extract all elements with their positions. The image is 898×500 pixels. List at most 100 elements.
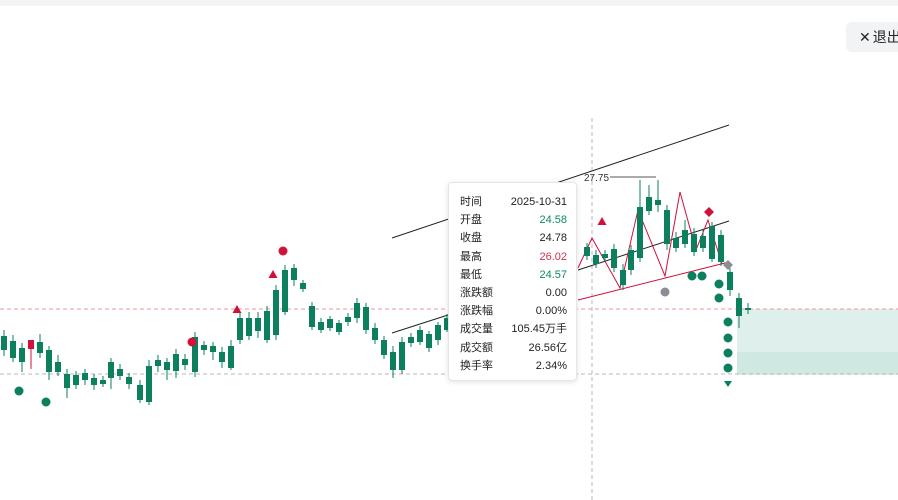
signal-marker xyxy=(660,287,670,297)
tooltip-value: 2.34% xyxy=(535,359,567,372)
candle[interactable] xyxy=(327,316,333,331)
candle[interactable] xyxy=(637,180,643,262)
candle[interactable] xyxy=(64,369,70,398)
tooltip-row: 涨跌幅 0.00% xyxy=(460,302,567,320)
candle[interactable] xyxy=(682,220,688,248)
candle[interactable] xyxy=(381,336,387,359)
data-tooltip: 时间 2025-10-31 开盘 24.58 收盘 24.78 最高 26.02 最低 24.57… xyxy=(448,182,577,381)
candle[interactable] xyxy=(390,346,396,378)
candle[interactable] xyxy=(363,303,369,334)
candle[interactable] xyxy=(182,354,188,370)
candle[interactable] xyxy=(146,360,152,405)
tooltip-value: 24.57 xyxy=(539,268,567,281)
candle[interactable] xyxy=(584,243,590,260)
candle[interactable] xyxy=(210,342,216,360)
candle[interactable] xyxy=(444,314,450,332)
candle[interactable] xyxy=(620,264,626,290)
signal-marker xyxy=(714,293,724,303)
candle[interactable] xyxy=(28,340,34,369)
candle[interactable] xyxy=(372,323,378,344)
tooltip-value: 26.56亿 xyxy=(528,341,567,354)
tooltip-value: 24.58 xyxy=(539,214,567,227)
candle[interactable] xyxy=(37,334,43,358)
tooltip-row: 开盘 24.58 xyxy=(460,211,567,229)
candle[interactable] xyxy=(611,244,617,272)
candle[interactable] xyxy=(691,228,697,256)
tooltip-row: 成交额 26.56亿 xyxy=(460,339,567,357)
candle[interactable] xyxy=(318,318,324,333)
candle[interactable] xyxy=(228,340,234,370)
candle[interactable] xyxy=(408,333,414,347)
candle[interactable] xyxy=(718,230,724,266)
candle[interactable] xyxy=(55,355,61,376)
candle[interactable] xyxy=(345,313,351,326)
signal-marker xyxy=(232,305,242,313)
candle[interactable] xyxy=(246,312,252,340)
tooltip-label: 换手率 xyxy=(460,359,493,372)
candle[interactable] xyxy=(673,232,679,252)
candle[interactable] xyxy=(164,358,170,380)
candle[interactable] xyxy=(255,312,261,338)
signal-marker xyxy=(704,207,714,217)
signal-marker xyxy=(723,317,733,327)
signal-marker xyxy=(41,397,51,407)
tooltip-label: 涨跌幅 xyxy=(460,305,493,318)
candle[interactable] xyxy=(664,205,670,250)
candle[interactable] xyxy=(354,298,360,323)
candle[interactable] xyxy=(46,346,52,380)
signal-marker xyxy=(14,386,24,396)
candle[interactable] xyxy=(91,374,97,390)
candle[interactable] xyxy=(745,303,751,314)
candle[interactable] xyxy=(602,250,608,262)
signal-marker xyxy=(597,217,607,225)
candle[interactable] xyxy=(273,285,279,340)
candle[interactable] xyxy=(709,222,715,262)
candle[interactable] xyxy=(655,180,661,212)
candle[interactable] xyxy=(300,280,306,292)
candle[interactable] xyxy=(291,264,297,286)
candle[interactable] xyxy=(309,302,315,330)
tooltip-row: 换手率 2.34% xyxy=(460,357,567,375)
candle[interactable] xyxy=(700,230,706,252)
candle[interactable] xyxy=(219,347,225,368)
candle[interactable] xyxy=(201,341,207,355)
candle[interactable] xyxy=(100,376,106,387)
exit-label: 退出 xyxy=(872,29,898,45)
candle[interactable] xyxy=(137,380,143,403)
signal-marker xyxy=(714,279,724,289)
candle[interactable] xyxy=(628,245,634,275)
candle[interactable] xyxy=(1,330,7,356)
candle[interactable] xyxy=(19,343,25,372)
candle[interactable] xyxy=(126,373,132,389)
signal-marker xyxy=(187,337,197,347)
candle[interactable] xyxy=(10,335,16,362)
candle[interactable] xyxy=(736,293,742,328)
signal-marker xyxy=(723,333,733,343)
tooltip-row: 收盘 24.78 xyxy=(460,229,567,247)
signal-marker xyxy=(278,246,288,256)
candle[interactable] xyxy=(264,306,270,343)
candle[interactable] xyxy=(282,265,288,315)
candle[interactable] xyxy=(117,364,123,380)
candle[interactable] xyxy=(435,322,441,345)
tooltip-row: 最低 24.57 xyxy=(460,266,567,284)
candle[interactable] xyxy=(417,326,423,345)
tooltip-value: 2025-10-31 xyxy=(510,196,567,208)
tooltip-label: 收盘 xyxy=(460,232,482,245)
candle[interactable] xyxy=(82,369,88,385)
candle[interactable] xyxy=(593,250,599,268)
tooltip-label: 开盘 xyxy=(460,214,482,227)
candle[interactable] xyxy=(108,358,114,389)
candle[interactable] xyxy=(727,268,733,296)
candle[interactable] xyxy=(155,355,161,372)
candle[interactable] xyxy=(73,371,79,389)
candle[interactable] xyxy=(426,331,432,352)
candle[interactable] xyxy=(237,313,243,344)
candle[interactable] xyxy=(646,185,652,215)
exit-button[interactable]: ✕ 退出 xyxy=(846,22,898,52)
candle[interactable] xyxy=(336,320,342,335)
signal-marker xyxy=(724,381,732,387)
candle[interactable] xyxy=(399,337,405,374)
tooltip-label: 涨跌额 xyxy=(460,286,493,299)
candle[interactable] xyxy=(173,349,179,378)
